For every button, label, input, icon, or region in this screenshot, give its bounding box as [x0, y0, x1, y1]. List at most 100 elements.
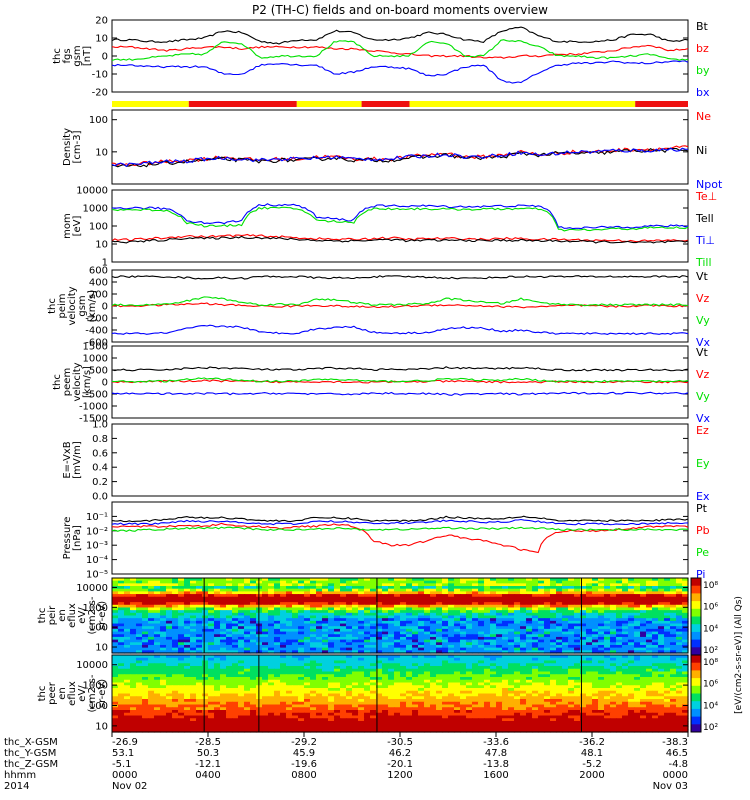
spectrogram-cell — [112, 688, 119, 692]
spectrogram-cell — [322, 674, 329, 678]
spectrogram-cell — [274, 666, 281, 670]
spectrogram-cell — [118, 688, 125, 692]
spectrogram-cell — [610, 688, 617, 692]
y-axis-label-line: fgs — [62, 48, 73, 63]
spectrogram-cell — [544, 580, 551, 584]
spectrogram-cell — [328, 657, 335, 662]
spectrogram-cell — [364, 607, 371, 611]
spectrogram-cell — [616, 682, 623, 686]
spectrogram-cell — [154, 685, 161, 689]
spectrogram-cell — [376, 636, 383, 641]
spectrogram-cell — [334, 693, 341, 697]
spectrogram-cell — [664, 602, 671, 606]
spectrogram-cell — [412, 693, 419, 697]
spectrogram-cell — [610, 674, 617, 678]
spectrogram-cell — [214, 612, 221, 617]
spectrogram-cell — [340, 615, 347, 619]
spectrogram-cell — [268, 599, 275, 603]
spectrogram-cell — [550, 647, 557, 651]
spectrogram-cell — [190, 712, 197, 717]
spectrogram-cell — [472, 647, 479, 651]
spectrogram-cell — [436, 707, 443, 711]
spectrogram-cell — [406, 610, 413, 614]
spectrogram-cell — [676, 701, 683, 706]
spectrogram-cell — [172, 679, 179, 684]
spectrogram-cell — [568, 599, 575, 603]
spectrogram-cell — [388, 586, 395, 590]
spectrogram-cell — [610, 666, 617, 670]
spectrogram-cell — [400, 586, 407, 590]
spectrogram-cell — [484, 690, 491, 695]
spectrogram-cell — [376, 660, 383, 664]
spectrogram-cell — [208, 591, 215, 595]
spectrogram-cell — [178, 666, 185, 670]
spectrogram-cell — [664, 604, 671, 609]
legend-entry: Ex — [696, 490, 710, 503]
spectrogram-cell — [544, 688, 551, 692]
spectrogram-cell — [484, 583, 491, 587]
spectrogram-cell — [280, 612, 287, 617]
spectrogram-cell — [298, 578, 305, 582]
spectrogram-cell — [520, 671, 527, 675]
spectrogram-cell — [430, 699, 437, 703]
spectrogram-cell — [190, 607, 197, 611]
spectrogram-cell — [670, 634, 677, 638]
spectrogram-cell — [130, 699, 137, 703]
spectrogram-cell — [622, 650, 629, 654]
spectrogram-cell — [136, 607, 143, 611]
spectrogram-cell — [370, 623, 377, 627]
legend-entry: by — [696, 64, 710, 77]
spectrogram-cell — [166, 693, 173, 697]
spectrogram-cell — [538, 586, 545, 590]
spectrogram-cell — [448, 688, 455, 692]
spectrogram-cell — [292, 677, 299, 681]
spectrogram-cell — [322, 623, 329, 627]
spectrogram-cell — [226, 704, 233, 708]
spectrogram-cell — [514, 690, 521, 695]
spectrogram-cell — [118, 620, 125, 625]
spectrogram-cell — [250, 599, 257, 603]
spectrogram-cell — [166, 602, 173, 606]
spectrogram-cell — [196, 586, 203, 590]
spectrogram-cell — [622, 596, 629, 601]
spectrogram-cell — [388, 707, 395, 711]
spectrogram-cell — [352, 682, 359, 686]
spectrogram-cell — [454, 685, 461, 689]
spectrogram-cell — [268, 615, 275, 619]
spectrogram-cell — [286, 644, 293, 649]
spectrogram-cell — [580, 639, 587, 643]
spectrogram-cell — [292, 679, 299, 684]
spectrogram-cell — [544, 644, 551, 649]
spectrogram-cell — [586, 612, 593, 617]
spectrogram-cell — [352, 696, 359, 700]
spectrogram-cell — [526, 583, 533, 587]
spectrogram-cell — [202, 636, 209, 641]
spectrogram-cell — [286, 677, 293, 681]
spectrogram-cell — [568, 655, 575, 659]
spectrogram-cell — [226, 615, 233, 619]
spectrogram-cell — [496, 602, 503, 606]
spectrogram-cell — [232, 612, 239, 617]
spectrogram-cell — [382, 671, 389, 675]
spectrogram-cell — [238, 615, 245, 619]
spectrogram-cell — [382, 634, 389, 638]
spectrogram-cell — [562, 688, 569, 692]
spectrogram-cell — [454, 650, 461, 654]
spectrogram-cell — [640, 628, 647, 633]
spectrogram-cell — [250, 688, 257, 692]
spectrogram-cell — [376, 586, 383, 590]
series-line — [111, 302, 689, 309]
spectrogram-cell — [226, 660, 233, 664]
spectrogram-cell — [370, 642, 377, 646]
spectrogram-cell — [244, 623, 251, 627]
chart-title: P2 (TH-C) fields and on-board moments ov… — [252, 3, 548, 17]
spectrogram-cell — [472, 636, 479, 641]
spectrogram-cell — [388, 618, 395, 622]
spectrogram-cell — [142, 604, 149, 609]
spectrogram-cell — [436, 618, 443, 622]
spectrogram-cell — [418, 712, 425, 717]
spectrogram-cell — [532, 634, 539, 638]
spectrogram-cell — [640, 642, 647, 646]
spectrogram-cell — [112, 701, 119, 706]
spectrogram-cell — [388, 701, 395, 706]
